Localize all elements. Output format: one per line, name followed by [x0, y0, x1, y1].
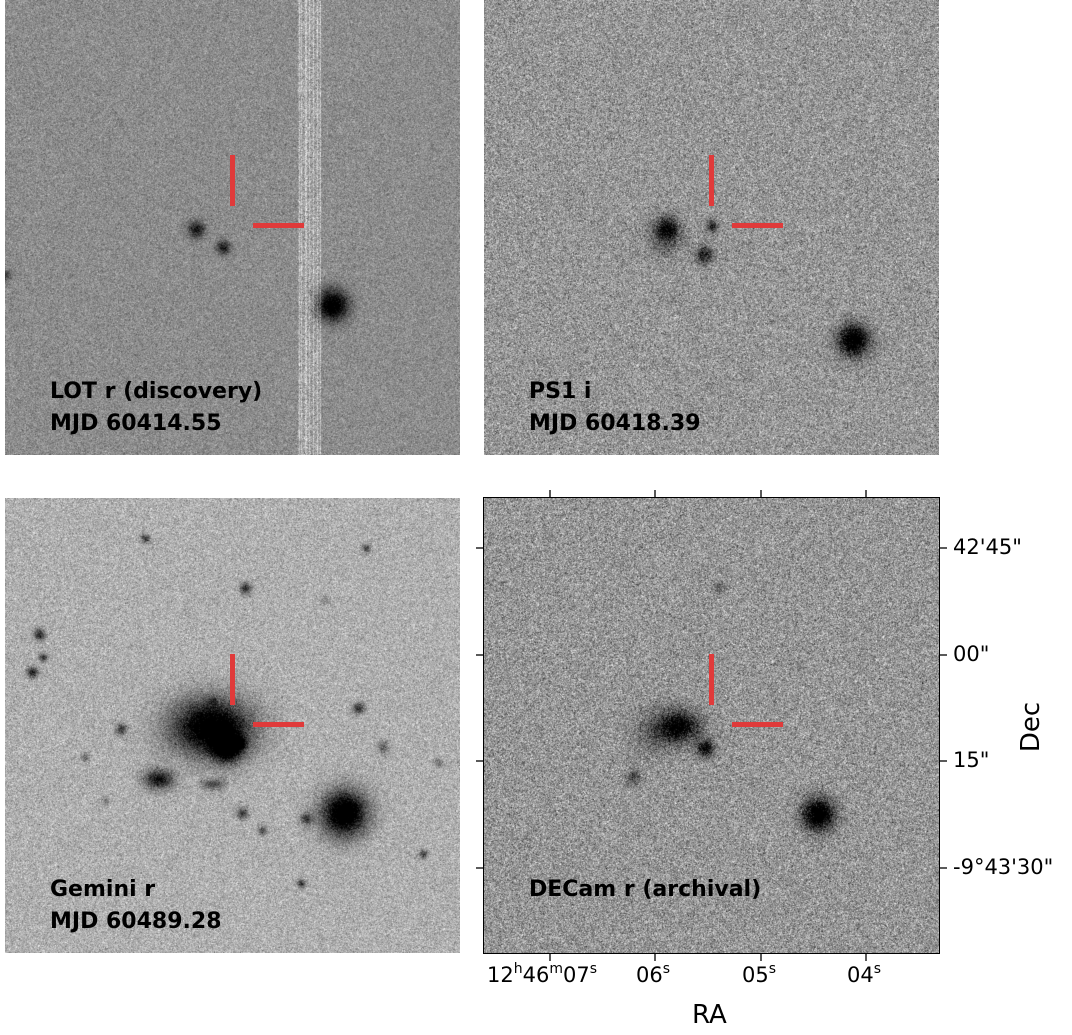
dec-tick-label: 15" — [953, 748, 990, 772]
gemini-image — [5, 498, 460, 953]
panel-label: DECam r (archival) — [529, 874, 761, 906]
dec-tick-label: 42'45" — [953, 535, 1022, 559]
crosshair-vertical-tick — [230, 155, 235, 206]
lot-image — [5, 0, 460, 455]
crosshair-horizontal-tick — [732, 722, 783, 727]
crosshair-marker — [709, 654, 783, 727]
lot-image-panel: LOT r (discovery) MJD 60414.55 — [5, 0, 460, 455]
panel-instrument-label: PS1 i — [529, 379, 592, 404]
decam-image-panel: DECam r (archival) — [483, 497, 940, 954]
crosshair-marker — [230, 155, 304, 228]
panel-instrument-label: DECam r (archival) — [529, 877, 762, 902]
dec-tick-label: -9°43'30" — [953, 855, 1054, 879]
ra-tick-label: 04s — [847, 961, 882, 987]
panel-label: PS1 i MJD 60418.39 — [529, 376, 701, 440]
crosshair-marker — [230, 654, 304, 727]
crosshair-marker — [709, 155, 783, 228]
panel-instrument-label: LOT r (discovery) — [50, 379, 263, 404]
ra-tick-label: 06s — [636, 961, 671, 987]
ra-tick-label: 12h46m07s — [487, 961, 598, 987]
ps1-image-panel: PS1 i MJD 60418.39 — [484, 0, 939, 455]
panel-mjd-label: MJD 60414.55 — [50, 411, 222, 436]
crosshair-horizontal-tick — [732, 223, 783, 228]
crosshair-vertical-tick — [709, 654, 714, 705]
panel-label: Gemini r MJD 60489.28 — [50, 874, 222, 938]
crosshair-vertical-tick — [230, 654, 235, 705]
ra-axis-label: RA — [692, 1000, 727, 1030]
decam-image — [484, 498, 939, 953]
dec-tick-label: 00" — [953, 642, 990, 666]
panel-mjd-label: MJD 60418.39 — [529, 411, 701, 436]
crosshair-horizontal-tick — [253, 223, 304, 228]
crosshair-horizontal-tick — [253, 722, 304, 727]
dec-axis-label: Dec — [1016, 701, 1047, 753]
ra-tick-label: 05s — [742, 961, 777, 987]
gemini-image-panel: Gemini r MJD 60489.28 — [5, 498, 460, 953]
ps1-image — [484, 0, 939, 455]
panel-instrument-label: Gemini r — [50, 877, 156, 902]
panel-mjd-label: MJD 60489.28 — [50, 909, 222, 934]
panel-label: LOT r (discovery) MJD 60414.55 — [50, 376, 262, 440]
crosshair-vertical-tick — [709, 155, 714, 206]
